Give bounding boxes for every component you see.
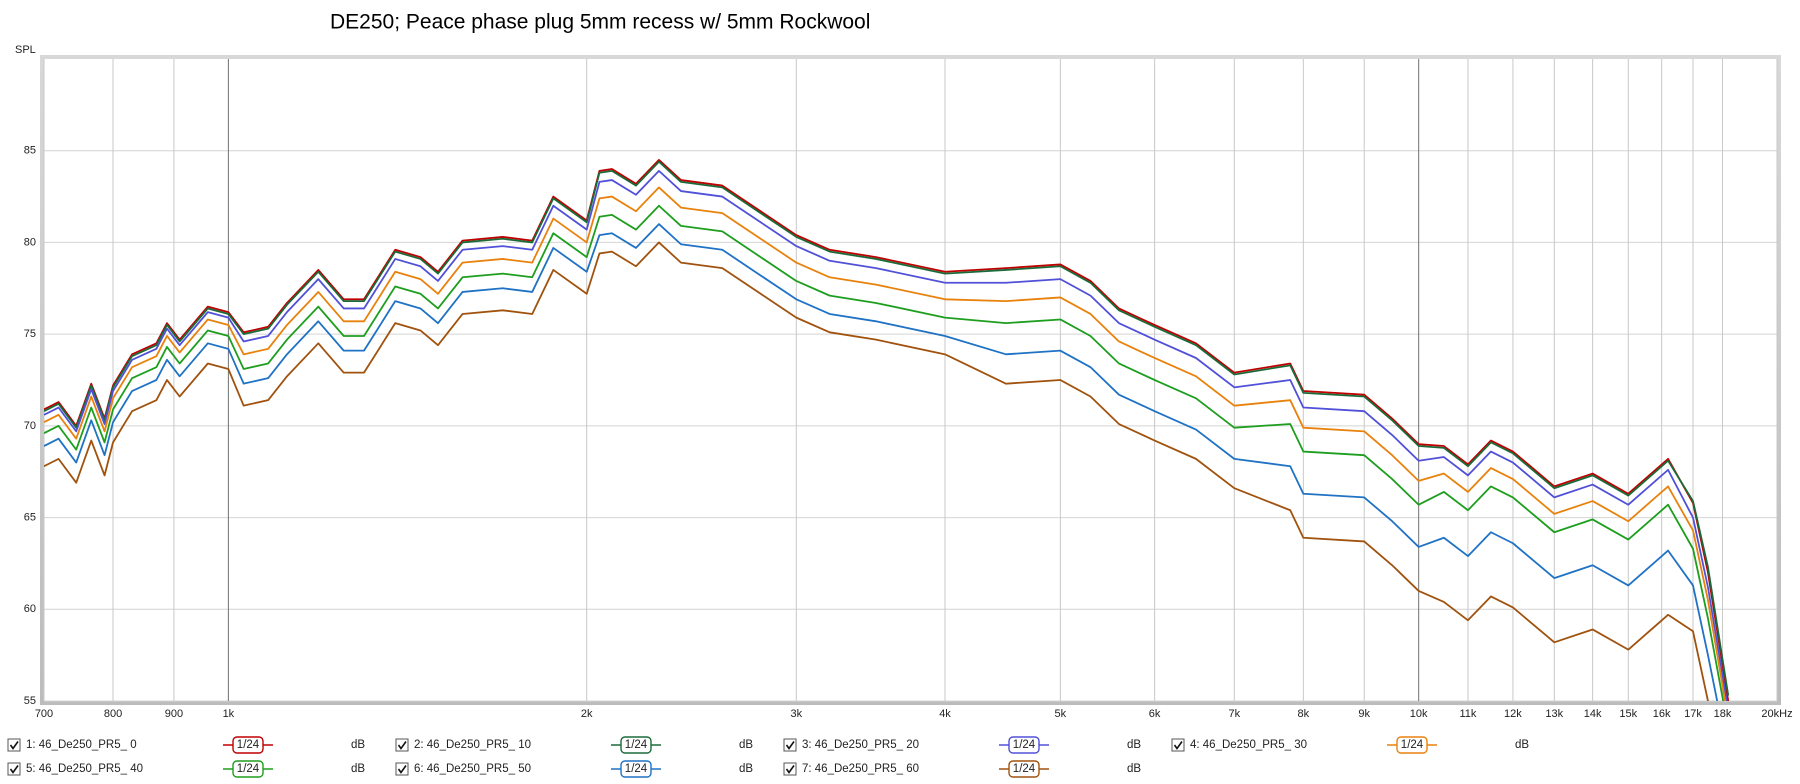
y-tick-label: 85 bbox=[24, 145, 36, 157]
legend-name: 6: 46_De250_PR5_ 50 bbox=[414, 763, 531, 775]
smoothing-box[interactable] bbox=[232, 736, 264, 754]
legend-unit: dB bbox=[739, 763, 753, 775]
legend-unit: dB bbox=[1515, 739, 1529, 751]
x-tick-label: 2k bbox=[581, 708, 593, 720]
legend-checkbox[interactable] bbox=[783, 762, 797, 776]
smoothing-label: 1/24 bbox=[1013, 739, 1036, 751]
y-tick-label: 55 bbox=[24, 695, 36, 707]
legend-entry: 7: 46_De250_PR5_ 60 1/24 dB bbox=[783, 760, 1141, 778]
check-mark bbox=[9, 741, 19, 750]
x-tick-label: 6k bbox=[1149, 708, 1161, 720]
x-tick-label: 8k bbox=[1298, 708, 1310, 720]
check-mark bbox=[397, 741, 407, 750]
legend-checkbox[interactable] bbox=[395, 762, 409, 776]
legend-entry: 6: 46_De250_PR5_ 50 1/24 dB bbox=[395, 760, 753, 778]
x-tick-label: 12k bbox=[1504, 708, 1522, 720]
x-tick-label: 14k bbox=[1584, 708, 1602, 720]
x-tick-label: 700 bbox=[35, 708, 53, 720]
legend-unit: dB bbox=[351, 739, 365, 751]
y-tick-label: 60 bbox=[24, 603, 36, 615]
legend-unit: dB bbox=[1127, 763, 1141, 775]
x-tick-label: 1k bbox=[223, 708, 235, 720]
x-tick-label: 5k bbox=[1055, 708, 1067, 720]
legend-name: 4: 46_De250_PR5_ 30 bbox=[1190, 739, 1307, 751]
legend-checkbox[interactable] bbox=[1171, 738, 1185, 752]
smoothing-label: 1/24 bbox=[625, 763, 648, 775]
legend-checkbox[interactable] bbox=[7, 738, 21, 752]
series-line bbox=[44, 204, 1725, 701]
smoothing-box[interactable] bbox=[1396, 736, 1428, 754]
smoothing-label: 1/24 bbox=[237, 763, 260, 775]
x-tick-label: 16k bbox=[1653, 708, 1671, 720]
x-tick-label: 800 bbox=[104, 708, 122, 720]
legend-checkbox[interactable] bbox=[395, 738, 409, 752]
smoothing-label: 1/24 bbox=[1401, 739, 1424, 751]
x-tick-label: 3k bbox=[790, 708, 802, 720]
x-tick-label: 7k bbox=[1228, 708, 1240, 720]
x-tick-label: 11k bbox=[1459, 708, 1476, 720]
legend-entry: 3: 46_De250_PR5_ 20 1/24 dB bbox=[783, 736, 1141, 754]
smoothing-box[interactable] bbox=[1008, 736, 1040, 754]
x-tick-label: 10k bbox=[1410, 708, 1428, 720]
smoothing-box[interactable] bbox=[620, 760, 652, 778]
legend-name: 7: 46_De250_PR5_ 60 bbox=[802, 763, 919, 775]
tick-labels: 55 60 65 70 75 80 85 700 800 900 1k 2k 3k 4k 5k 6k 7k 8k 9… bbox=[24, 145, 1793, 720]
x-tick-label: 18k bbox=[1714, 708, 1732, 720]
series-line bbox=[44, 223, 1719, 701]
check-mark bbox=[397, 765, 407, 774]
smoothing-box[interactable] bbox=[620, 736, 652, 754]
check-mark bbox=[785, 765, 795, 774]
y-tick-label: 80 bbox=[24, 236, 36, 248]
y-tick-label: 75 bbox=[24, 328, 36, 340]
check-mark bbox=[1173, 741, 1183, 750]
x-tick-label: 20kHz bbox=[1761, 708, 1792, 720]
chart-title: DE250; Peace phase plug 5mm recess w/ 5m… bbox=[330, 11, 870, 34]
x-tick-label: 13k bbox=[1545, 708, 1563, 720]
series-line bbox=[44, 169, 1728, 701]
x-tick-label: 4k bbox=[939, 708, 951, 720]
y-tick-label: 65 bbox=[24, 511, 36, 523]
legend-unit: dB bbox=[1127, 739, 1141, 751]
legend-name: 3: 46_De250_PR5_ 20 bbox=[802, 739, 919, 751]
legend-entry: 4: 46_De250_PR5_ 30 1/24 dB bbox=[1171, 736, 1529, 754]
legend-name: 1: 46_De250_PR5_ 0 bbox=[26, 739, 137, 751]
legend-unit: dB bbox=[739, 739, 753, 751]
y-tick-label: 70 bbox=[24, 420, 36, 432]
legend-entry: 2: 46_De250_PR5_ 10 1/24 dB bbox=[395, 736, 753, 754]
x-tick-label: 17k bbox=[1684, 708, 1702, 720]
x-tick-label: 9k bbox=[1358, 708, 1370, 720]
lines bbox=[44, 158, 1730, 701]
x-tick-label: 900 bbox=[165, 708, 183, 720]
y-axis-label: SPL bbox=[15, 44, 36, 56]
series-line bbox=[44, 158, 1730, 701]
legend-entry: 1: 46_De250_PR5_ 0 1/24 dB bbox=[7, 736, 365, 754]
legend: 1: 46_De250_PR5_ 0 1/24 dB 2: 46_De250_PR5_… bbox=[7, 736, 1529, 778]
smoothing-box[interactable] bbox=[1008, 760, 1040, 778]
smoothing-box[interactable] bbox=[232, 760, 264, 778]
series-line bbox=[44, 160, 1730, 696]
check-mark bbox=[9, 765, 19, 774]
check-mark bbox=[785, 741, 795, 750]
series-line bbox=[44, 186, 1727, 701]
plot-area bbox=[44, 59, 1777, 701]
legend-entry: 5: 46_De250_PR5_ 40 1/24 dB bbox=[7, 760, 365, 778]
smoothing-label: 1/24 bbox=[1013, 763, 1036, 775]
legend-checkbox[interactable] bbox=[7, 762, 21, 776]
legend-name: 2: 46_De250_PR5_ 10 bbox=[414, 739, 531, 751]
smoothing-label: 1/24 bbox=[237, 739, 260, 751]
series-line bbox=[44, 241, 1709, 701]
smoothing-label: 1/24 bbox=[625, 739, 648, 751]
legend-unit: dB bbox=[351, 763, 365, 775]
x-tick-label: 15k bbox=[1619, 708, 1637, 720]
legend-name: 5: 46_De250_PR5_ 40 bbox=[26, 763, 143, 775]
legend-checkbox[interactable] bbox=[783, 738, 797, 752]
